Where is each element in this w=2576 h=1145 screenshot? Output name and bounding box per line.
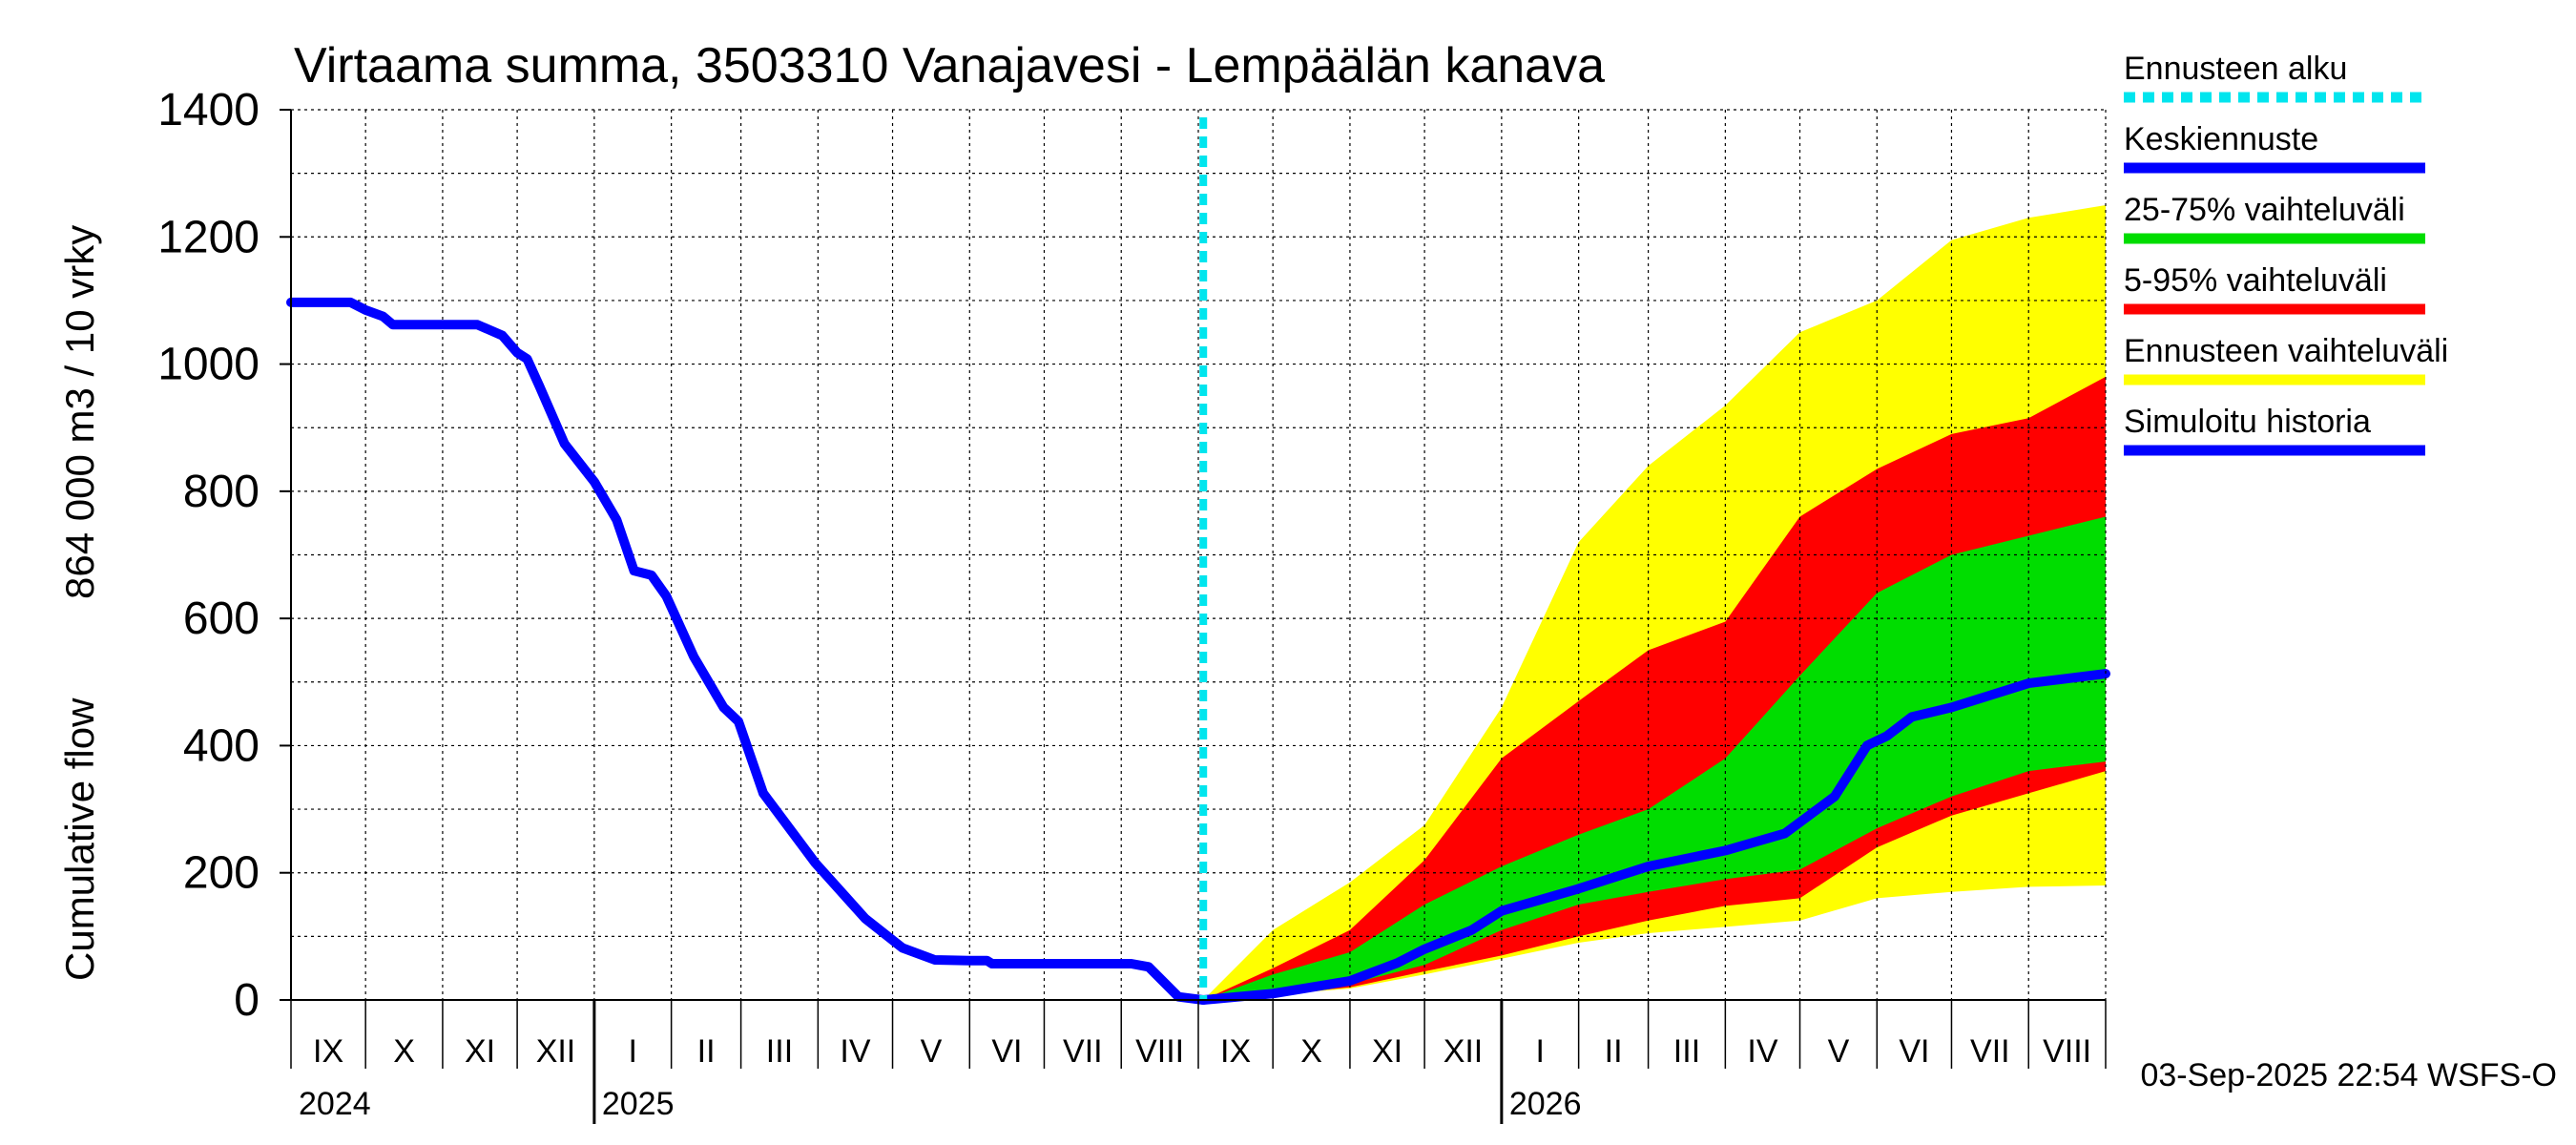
x-tick-label-2: XI — [465, 1033, 495, 1070]
x-tick-label-23: VIII — [2043, 1033, 2091, 1070]
x-tick-label-3: XII — [536, 1033, 576, 1070]
year-label-0: 2024 — [299, 1086, 371, 1122]
x-tick-label-19: IV — [1747, 1033, 1777, 1070]
legend-label-4: Ennusteen vaihteluväli — [2124, 333, 2448, 369]
x-tick-label-9: VI — [991, 1033, 1022, 1070]
x-tick-label-1: X — [393, 1033, 415, 1070]
y-axis-label-line2: 864 000 m3 / 10 vrky — [57, 225, 102, 599]
x-tick-label-7: IV — [840, 1033, 870, 1070]
legend-label-0: Ennusteen alku — [2124, 51, 2347, 87]
x-tick-label-20: V — [1828, 1033, 1850, 1070]
x-tick-label-4: I — [629, 1033, 637, 1070]
x-tick-label-14: XI — [1372, 1033, 1402, 1070]
x-tick-label-8: V — [921, 1033, 943, 1070]
legend-label-2: 25-75% vaihteluväli — [2124, 192, 2405, 228]
year-label-2: 2026 — [1509, 1086, 1582, 1122]
legend-label-3: 5-95% vaihteluväli — [2124, 262, 2387, 299]
x-tick-label-22: VII — [1970, 1033, 2010, 1070]
band-2 — [1203, 516, 2106, 1000]
x-tick-label-21: VI — [1899, 1033, 1929, 1070]
legend-label-5: Simuloitu historia — [2124, 404, 2371, 440]
x-tick-label-15: XII — [1444, 1033, 1484, 1070]
series-line-1 — [1198, 669, 2110, 1005]
y-tick-label-0: 0 — [234, 975, 260, 1026]
legend-label-1: Keskiennuste — [2124, 121, 2318, 157]
grid — [291, 110, 2106, 1000]
y-tick-label-1000: 1000 — [157, 340, 260, 390]
timestamp-label: 03-Sep-2025 22:54 WSFS-O — [2140, 1057, 2557, 1093]
y-tick-label-1400: 1400 — [157, 85, 260, 135]
series-line-0 — [286, 297, 1209, 1005]
x-tick-label-13: X — [1300, 1033, 1322, 1070]
y-tick-label-200: 200 — [183, 848, 260, 899]
year-label-1: 2025 — [602, 1086, 675, 1122]
x-tick-label-12: IX — [1220, 1033, 1251, 1070]
x-tick-label-18: III — [1673, 1033, 1700, 1070]
legend: Ennusteen alku Keskiennuste 25-75% vaihtel… — [2124, 51, 2448, 456]
y-axis-label-line1: Cumulative flow — [57, 697, 102, 981]
x-tick-label-10: VII — [1063, 1033, 1103, 1070]
x-tick-label-17: II — [1605, 1033, 1623, 1070]
y-tick-label-1200: 1200 — [157, 212, 260, 262]
chart-title: Virtaama summa, 3503310 Vanajavesi - Lem… — [294, 38, 1605, 94]
x-tick-label-11: VIII — [1135, 1033, 1184, 1070]
y-tick-label-800: 800 — [183, 467, 260, 517]
y-tick-label-600: 600 — [183, 593, 260, 644]
x-tick-label-6: III — [766, 1033, 793, 1070]
series-lines — [286, 117, 2110, 1005]
forecast-bands — [1203, 205, 2106, 1000]
band-1 — [1203, 376, 2106, 1000]
y-tick-label-400: 400 — [183, 720, 260, 771]
x-tick-label-5: II — [697, 1033, 716, 1070]
x-tick-label-0: IX — [313, 1033, 343, 1070]
x-tick-label-16: I — [1536, 1033, 1545, 1070]
